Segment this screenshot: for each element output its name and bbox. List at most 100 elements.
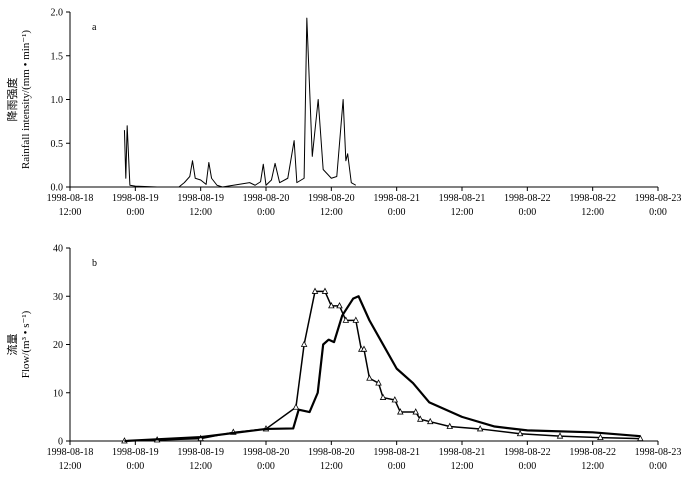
- x-tick-label: 1998-08-20 12:00: [308, 447, 355, 472]
- data-marker: [397, 408, 404, 415]
- x-tick-label: 1998-08-22 0:00: [504, 447, 551, 472]
- x-tick-label-line: 1998-08-21: [439, 193, 486, 204]
- x-tick-label: 1998-08-22 12:00: [569, 193, 616, 218]
- y-axis-label: Flow/(m³ • s⁻¹): [20, 310, 32, 378]
- y-tick-label: 0.5: [51, 139, 64, 150]
- x-tick-label-line: 0:00: [388, 461, 406, 472]
- data-marker: [516, 429, 524, 437]
- x-tick-label-line: 1998-08-22: [504, 193, 551, 204]
- x-tick-label-line: 1998-08-19: [112, 447, 159, 458]
- data-marker: [379, 393, 387, 400]
- x-tick-label-line: 1998-08-21: [373, 447, 420, 458]
- x-tick-label: 1998-08-22 0:00: [504, 193, 551, 218]
- data-marker: [375, 379, 382, 386]
- x-tick-label-line: 0:00: [388, 207, 406, 218]
- data-line: [124, 290, 641, 442]
- x-tick-label-line: 12:00: [189, 207, 212, 218]
- y-tick-label: 10: [53, 388, 63, 399]
- x-tick-label-line: 0:00: [126, 461, 144, 472]
- x-tick-label-line: 12:00: [581, 207, 604, 218]
- x-tick-label-line: 1998-08-22: [569, 447, 616, 458]
- data-marker: [292, 403, 300, 410]
- data-marker: [311, 287, 319, 294]
- x-tick-label-line: 1998-08-20: [308, 447, 355, 458]
- y-axis-label: 流量: [5, 334, 19, 356]
- x-tick-label-line: 1998-08-19: [177, 193, 224, 204]
- x-tick-label-line: 1998-08-20: [243, 447, 290, 458]
- x-tick-label-line: 12:00: [189, 461, 212, 472]
- x-tick-label: 1998-08-19 12:00: [177, 193, 224, 218]
- x-tick-label-line: 0:00: [649, 207, 667, 218]
- data-marker: [412, 408, 419, 415]
- data-marker: [426, 417, 434, 425]
- x-tick-label: 1998-08-19 12:00: [177, 447, 224, 472]
- y-tick-label: 30: [53, 292, 63, 303]
- x-tick-label-line: 12:00: [59, 461, 82, 472]
- y-tick-label: 0.0: [51, 183, 64, 194]
- x-tick-label-line: 0:00: [126, 207, 144, 218]
- x-tick-label-line: 1998-08-19: [177, 447, 224, 458]
- data-marker: [391, 396, 399, 403]
- y-tick-label: 1.5: [51, 51, 64, 62]
- x-tick-label: 1998-08-21 0:00: [373, 193, 420, 218]
- x-tick-label: 1998-08-19 0:00: [112, 447, 159, 472]
- x-tick-label-line: 0:00: [257, 461, 275, 472]
- data-marker: [476, 425, 484, 432]
- x-tick-label-line: 12:00: [581, 461, 604, 472]
- x-tick-label-line: 1998-08-18: [47, 193, 94, 204]
- x-tick-label-line: 1998-08-23: [635, 193, 682, 204]
- data-marker: [336, 302, 343, 309]
- data-line: [124, 295, 641, 443]
- data-marker: [637, 434, 644, 441]
- x-tick-label-line: 0:00: [518, 461, 536, 472]
- x-tick-label-line: 1998-08-21: [373, 193, 420, 204]
- data-marker: [597, 433, 604, 441]
- x-tick-label-line: 0:00: [518, 207, 536, 218]
- panel-label: a: [92, 22, 97, 33]
- x-tick-label-line: 1998-08-18: [47, 447, 94, 458]
- y-axis-label: 降雨强度: [5, 78, 19, 122]
- y-axis-label: Rainfall intensity/(mm • min⁻¹): [20, 30, 32, 169]
- x-tick-label-line: 1998-08-20: [243, 193, 290, 204]
- x-tick-label: 1998-08-20 0:00: [243, 193, 290, 218]
- x-tick-label-line: 1998-08-22: [504, 447, 551, 458]
- data-marker: [417, 415, 424, 422]
- x-tick-label-line: 1998-08-19: [112, 193, 159, 204]
- y-tick-label: 0: [58, 437, 63, 448]
- data-marker: [360, 345, 368, 352]
- data-marker: [342, 316, 350, 323]
- x-tick-label-line: 12:00: [320, 207, 343, 218]
- data-marker: [366, 374, 373, 381]
- x-tick-label-line: 12:00: [320, 461, 343, 472]
- x-tick-label: 1998-08-20 0:00: [243, 447, 290, 472]
- x-tick-label: 1998-08-21 12:00: [439, 447, 486, 472]
- data-marker: [556, 432, 564, 439]
- x-tick-label: 1998-08-18 12:00: [47, 193, 94, 218]
- x-tick-label: 1998-08-21 12:00: [439, 193, 486, 218]
- y-tick-label: 20: [53, 340, 63, 351]
- x-tick-label: 1998-08-22 12:00: [569, 447, 616, 472]
- x-tick-label-line: 1998-08-21: [439, 447, 486, 458]
- data-marker: [321, 287, 329, 294]
- x-tick-label-line: 0:00: [649, 461, 667, 472]
- data-marker: [300, 340, 308, 347]
- y-tick-label: 2.0: [51, 8, 64, 19]
- x-tick-label-line: 1998-08-20: [308, 193, 355, 204]
- x-tick-label: 1998-08-23 0:00: [635, 193, 682, 218]
- data-marker: [352, 316, 360, 323]
- x-tick-label: 1998-08-23 0:00: [635, 447, 682, 472]
- x-tick-label-line: 12:00: [59, 207, 82, 218]
- x-tick-label-line: 1998-08-22: [569, 193, 616, 204]
- x-tick-label: 1998-08-18 12:00: [47, 447, 94, 472]
- data-marker: [328, 302, 335, 309]
- x-tick-label: 1998-08-20 12:00: [308, 193, 355, 218]
- data-marker: [446, 422, 454, 429]
- panel-label: b: [92, 258, 97, 269]
- y-tick-label: 40: [53, 244, 63, 255]
- y-tick-label: 1.0: [51, 95, 64, 106]
- x-tick-label-line: 0:00: [257, 207, 275, 218]
- x-tick-label: 1998-08-19 0:00: [112, 193, 159, 218]
- x-tick-label-line: 1998-08-23: [635, 447, 682, 458]
- data-line: [123, 17, 357, 188]
